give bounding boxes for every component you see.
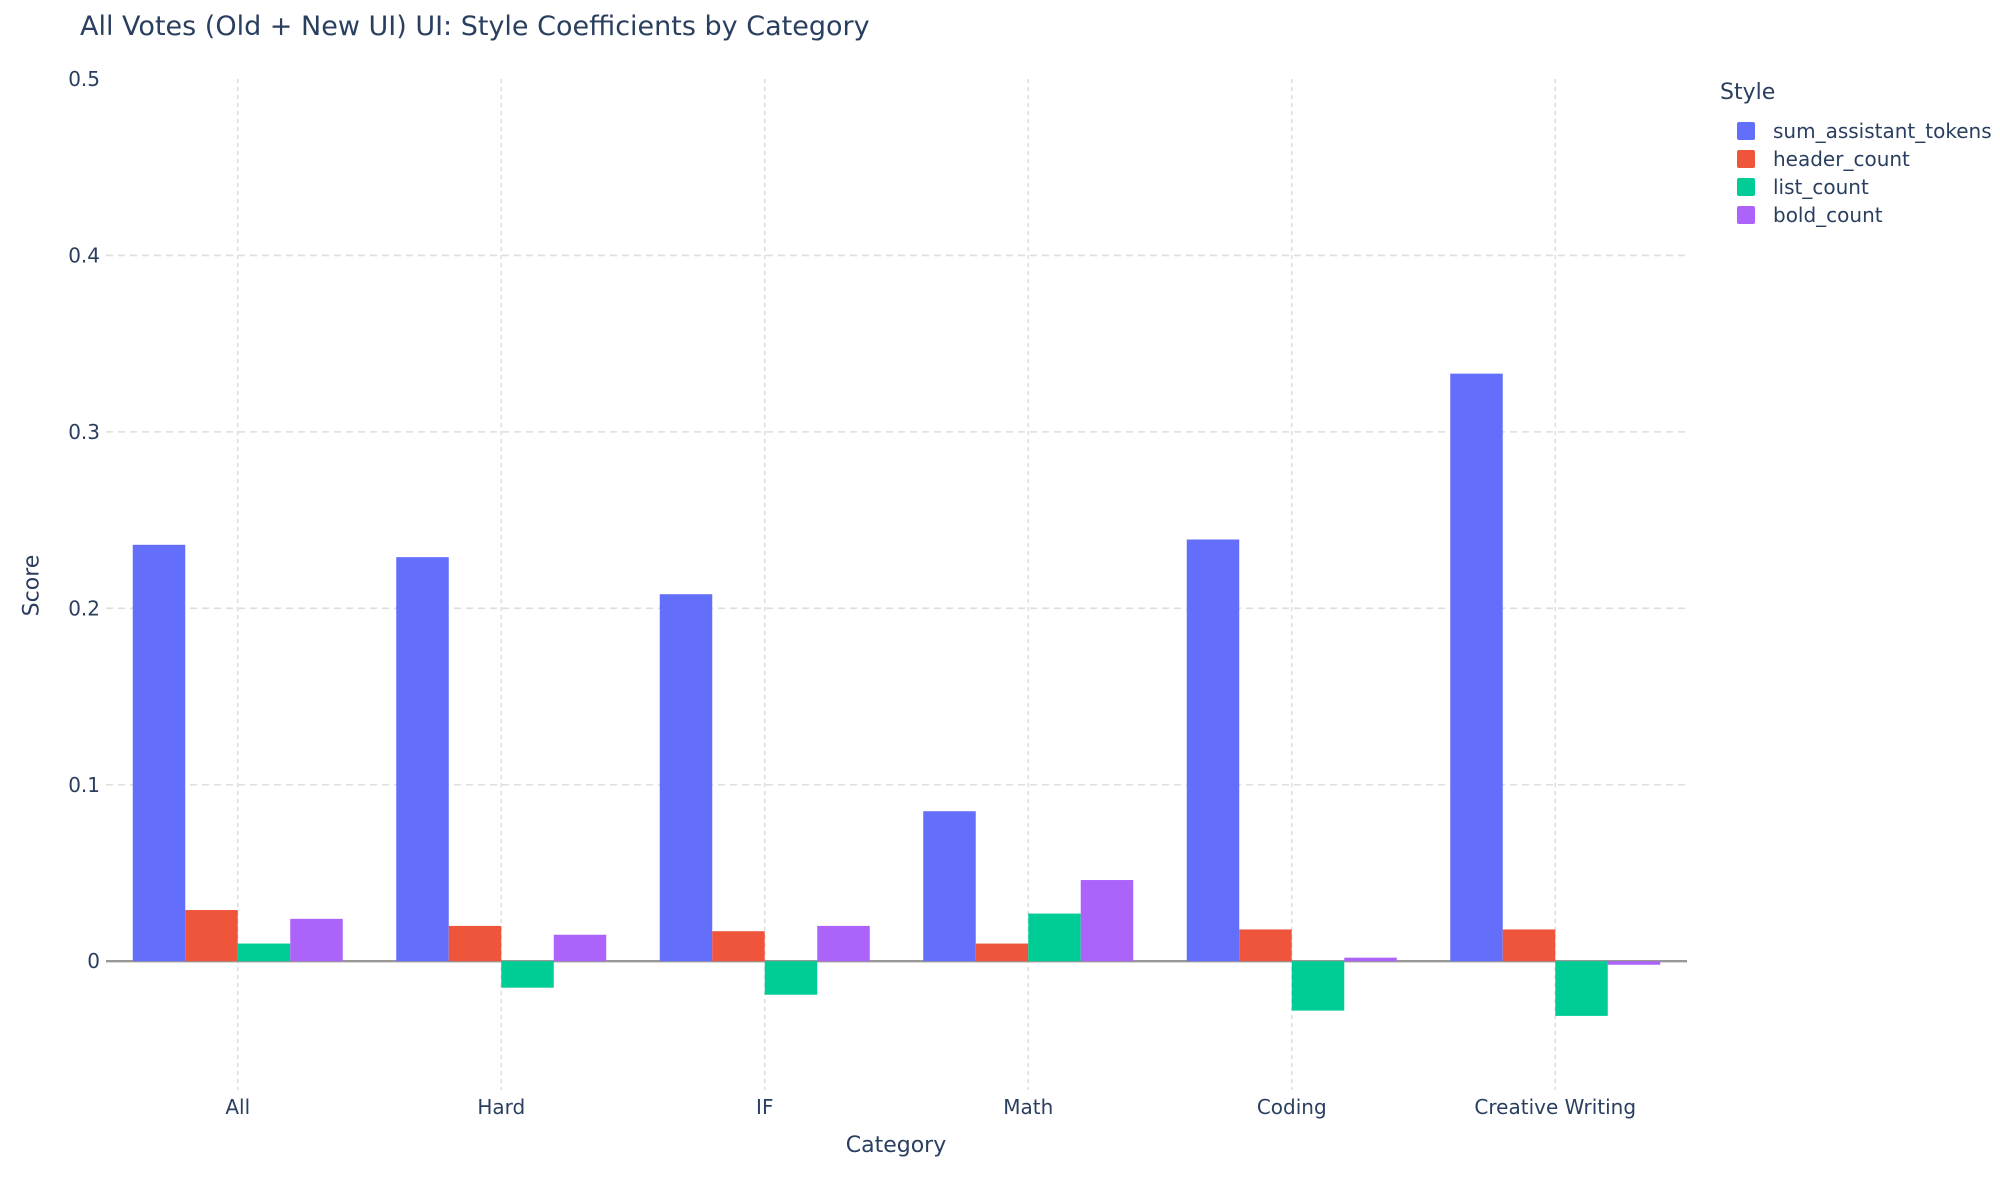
legend-item-label: list_count (1773, 175, 1869, 199)
x-category-label-Creative Writing: Creative Writing (1474, 1095, 1636, 1119)
legend-item-label: sum_assistant_tokens (1773, 119, 1992, 143)
bar-list_count-All (237, 943, 291, 962)
bar-bold_count-Coding (1344, 957, 1397, 962)
x-category-label-IF: IF (756, 1095, 773, 1119)
legend-item-sum_assistant_tokens[interactable]: sum_assistant_tokens (1714, 117, 1992, 145)
bar-list_count-Coding (1291, 961, 1345, 1011)
legend-title: Style (1720, 80, 1776, 105)
y-tick-label-0.5: 0.5 (68, 67, 100, 91)
legend-swatch-icon (1737, 150, 1755, 168)
x-axis-title: Category (845, 1133, 947, 1158)
legend-swatch-icon (1737, 122, 1755, 140)
y-tick-label-0.2: 0.2 (68, 596, 100, 620)
bar-bold_count-Math (1080, 880, 1134, 962)
bar-list_count-Math (1028, 913, 1081, 962)
y-tick-label-0.1: 0.1 (68, 773, 100, 797)
bar-header_count-All (185, 910, 238, 962)
bar-bold_count-Hard (553, 934, 607, 962)
bar-header_count-Coding (1239, 929, 1292, 962)
bar-sum_assistant_tokens-IF (659, 594, 713, 962)
bar-sum_assistant_tokens-Creative Writing (1450, 373, 1503, 962)
bar-bold_count-Creative Writing (1607, 961, 1661, 965)
legend-swatch-icon (1737, 178, 1755, 196)
bar-list_count-Creative Writing (1555, 961, 1608, 1016)
x-category-label-Coding: Coding (1257, 1095, 1327, 1119)
y-tick-label-0.4: 0.4 (68, 243, 100, 267)
legend-swatch-icon (1737, 206, 1755, 224)
bar-sum_assistant_tokens-Coding (1186, 539, 1240, 962)
bar-header_count-Hard (448, 925, 502, 962)
bar-header_count-IF (712, 931, 765, 962)
bar-sum_assistant_tokens-All (132, 544, 186, 962)
legend-item-list_count[interactable]: list_count (1714, 173, 1992, 201)
bar-header_count-Math (975, 943, 1029, 962)
bar-bold_count-IF (817, 925, 870, 962)
y-tick-label-0.3: 0.3 (68, 420, 100, 444)
legend-item-label: bold_count (1773, 203, 1883, 227)
legend-item-bold_count[interactable]: bold_count (1714, 201, 1992, 229)
bar-list_count-IF (764, 961, 818, 995)
bar-bold_count-All (290, 918, 343, 962)
bar-sum_assistant_tokens-Math (923, 811, 976, 962)
legend-item-label: header_count (1773, 147, 1910, 171)
bar-list_count-Hard (501, 961, 554, 988)
y-tick-label-0: 0 (87, 949, 100, 973)
x-category-label-Math: Math (1003, 1095, 1053, 1119)
bar-header_count-Creative Writing (1502, 929, 1556, 962)
legend-items: sum_assistant_tokens header_count list_cou… (1714, 117, 1992, 229)
bar-sum_assistant_tokens-Hard (396, 557, 449, 962)
legend-item-header_count[interactable]: header_count (1714, 145, 1992, 173)
x-category-label-Hard: Hard (477, 1095, 525, 1119)
chart-title: All Votes (Old + New UI) UI: Style Coeff… (80, 11, 870, 42)
x-category-label-All: All (225, 1095, 250, 1119)
